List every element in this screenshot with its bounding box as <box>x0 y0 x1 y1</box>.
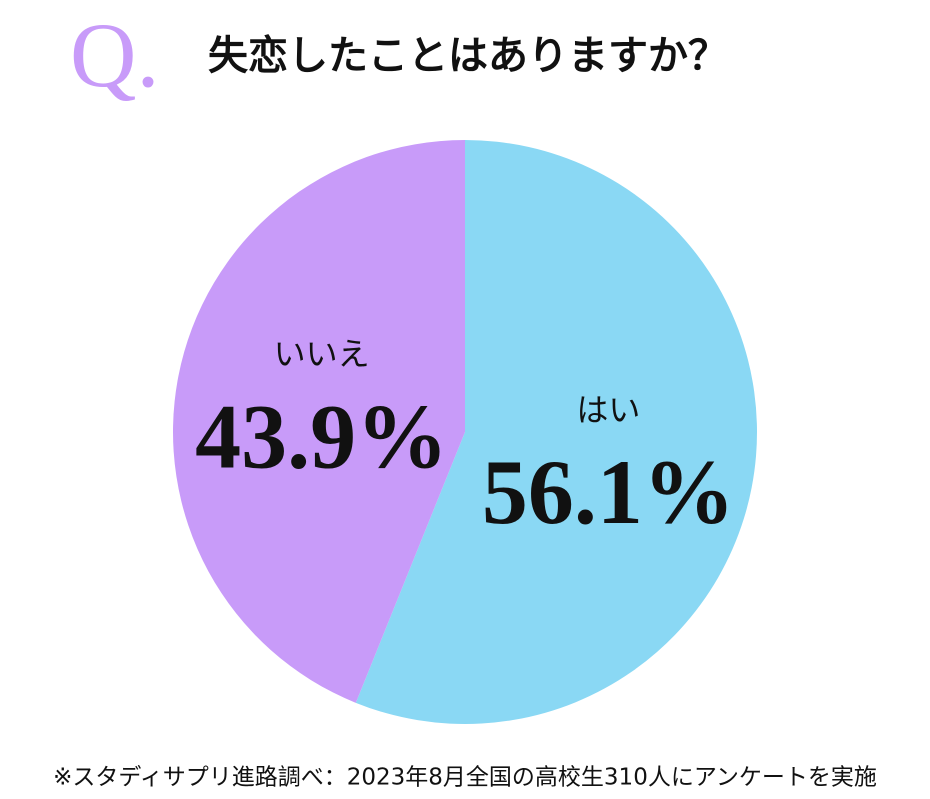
question-mark: Q. <box>70 4 159 106</box>
slice-name: いいえ <box>274 335 370 373</box>
source-note: ※スタディサプリ進路調べ：2023年8月全国の高校生310人にアンケートを実施 <box>53 765 877 791</box>
slice-name: はい <box>576 391 640 429</box>
pie-slice <box>173 139 465 703</box>
slice-value-label: 56.1% <box>482 441 735 543</box>
slice-value-label: 43.9% <box>195 385 448 487</box>
chart-title: 失恋したことはありますか？ <box>208 33 728 79</box>
pie-slice <box>355 140 757 724</box>
